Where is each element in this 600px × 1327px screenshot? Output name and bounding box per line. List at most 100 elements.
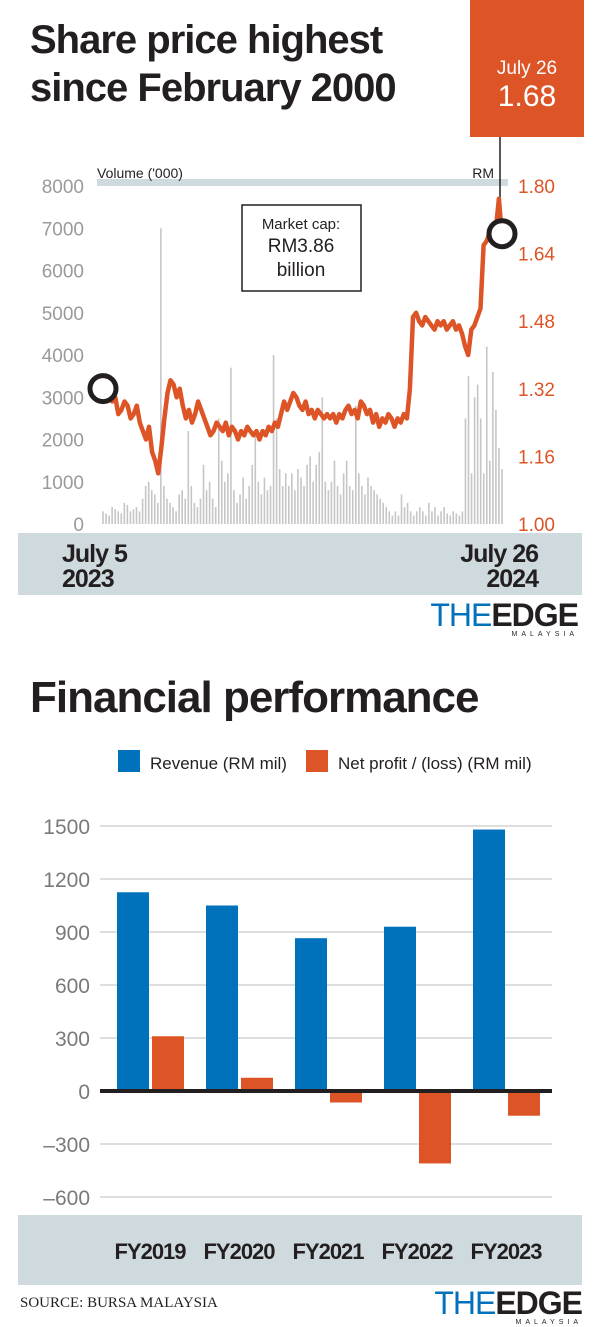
- volume-bar: [181, 490, 183, 524]
- legend-profit-label: Net profit / (loss) (RM mil): [338, 754, 532, 773]
- volume-bar: [196, 507, 199, 524]
- volume-bar: [418, 507, 421, 524]
- volume-bar: [501, 469, 503, 524]
- revenue-bar: [295, 938, 327, 1091]
- volume-bar: [266, 490, 269, 524]
- logo-the-bottom: THE: [434, 1285, 496, 1321]
- callout-date: July 26: [496, 58, 558, 79]
- volume-bar: [111, 507, 113, 524]
- price-tick-label: 1.00: [518, 515, 555, 536]
- bar-tick-label: 600: [55, 975, 90, 998]
- logo-sub-bottom: MALAYSIA: [515, 1319, 582, 1326]
- volume-bar: [315, 464, 318, 524]
- market-cap-box: [241, 204, 362, 292]
- volume-bar: [327, 490, 330, 524]
- volume-bar: [364, 494, 366, 524]
- volume-bar: [272, 355, 275, 524]
- end-price-marker: [486, 218, 518, 250]
- share-price-chart: Volume ('000) RM 8000 7000 6000 5000 4000 300…: [18, 137, 582, 595]
- category-label: FY2022: [381, 1239, 453, 1264]
- price-tick-label: 1.80: [518, 177, 555, 198]
- volume-tick-label: 7000: [42, 219, 84, 240]
- volume-bar: [485, 346, 488, 524]
- volume-bar: [312, 481, 314, 524]
- volume-bar: [278, 469, 281, 524]
- price-tick-label: 1.32: [518, 380, 555, 401]
- volume-bar: [291, 473, 293, 524]
- volume-bar: [166, 498, 168, 524]
- net-profit-bar: [241, 1077, 273, 1091]
- volume-bar: [373, 490, 375, 524]
- volume-tick-label: 5000: [42, 304, 84, 325]
- latest-price-callout: July 26 1.68: [470, 0, 584, 137]
- category-label: FY2020: [203, 1239, 275, 1264]
- volume-bar: [108, 515, 110, 524]
- volume-bar: [391, 515, 394, 524]
- volume-bar: [211, 498, 214, 524]
- volume-bar: [318, 452, 321, 524]
- volume-bar: [205, 490, 208, 524]
- volume-bar: [339, 494, 342, 524]
- volume-tick-label: 3000: [42, 388, 84, 409]
- volume-bar: [498, 447, 500, 524]
- logo-the: THE: [430, 597, 492, 633]
- volume-bar: [263, 477, 266, 524]
- volume-bar: [461, 511, 464, 524]
- callout-price: 1.68: [497, 80, 557, 113]
- logo-sub: MALAYSIA: [511, 631, 578, 638]
- volume-bar: [105, 513, 107, 524]
- volume-bar: [257, 481, 260, 524]
- volume-bar: [415, 511, 418, 524]
- volume-bar: [157, 502, 159, 524]
- volume-bar: [227, 473, 229, 524]
- volume-bar: [479, 418, 482, 524]
- end-date-line1: July 26: [460, 540, 538, 568]
- volume-bar: [406, 502, 409, 524]
- price-axis-label: RM: [472, 165, 494, 181]
- volume-bar: [117, 511, 120, 524]
- volume-bar: [434, 507, 436, 524]
- volume-bar: [193, 502, 196, 524]
- the-edge-logo: THEEDGE MALAYSIA: [400, 597, 579, 639]
- volume-bar: [321, 397, 324, 524]
- end-date-line2: 2024: [486, 565, 539, 593]
- logo-edge: EDGE: [491, 597, 579, 633]
- volume-bar: [150, 490, 153, 524]
- bar-tick-label: –300: [43, 1134, 90, 1157]
- category-label: FY2019: [114, 1239, 186, 1264]
- volume-bar: [217, 418, 220, 524]
- volume-bar: [242, 477, 244, 524]
- volume-bar: [333, 460, 336, 524]
- the-edge-logo-bottom: THEEDGE MALAYSIA: [404, 1285, 583, 1327]
- volume-bar: [281, 485, 284, 524]
- volume-bar: [379, 498, 381, 524]
- volume-bar: [160, 228, 162, 524]
- market-cap-label: Market cap:: [262, 216, 340, 233]
- volume-bar: [412, 515, 415, 524]
- volume-bar: [239, 494, 241, 524]
- volume-bar: [385, 507, 388, 524]
- volume-bar: [467, 376, 470, 524]
- volume-bar: [233, 490, 235, 524]
- volume-bar: [297, 469, 299, 524]
- price-tick-label: 1.64: [518, 245, 555, 266]
- revenue-bar: [206, 905, 238, 1091]
- volume-bar: [199, 498, 202, 524]
- bar-tick-label: 0: [78, 1081, 90, 1104]
- volume-bar: [492, 371, 494, 524]
- volume-bar: [355, 405, 357, 524]
- volume-bar: [458, 515, 461, 524]
- volume-bar: [300, 477, 302, 524]
- revenue-bar: [117, 892, 149, 1091]
- bar-tick-label: 1200: [43, 869, 90, 892]
- volume-bar: [202, 464, 205, 524]
- net-profit-bar: [152, 1036, 184, 1091]
- volume-bar: [126, 504, 129, 524]
- volume-bar: [144, 485, 147, 524]
- volume-bar: [452, 511, 455, 524]
- volume-axis-label: Volume ('000): [97, 165, 183, 181]
- price-tick-label: 1.48: [518, 312, 555, 333]
- legend-revenue-label: Revenue (RM mil): [150, 754, 287, 773]
- category-labels: FY2019 FY2020 FY2021 FY2022 FY2023: [114, 1239, 543, 1264]
- volume-bar: [294, 490, 296, 524]
